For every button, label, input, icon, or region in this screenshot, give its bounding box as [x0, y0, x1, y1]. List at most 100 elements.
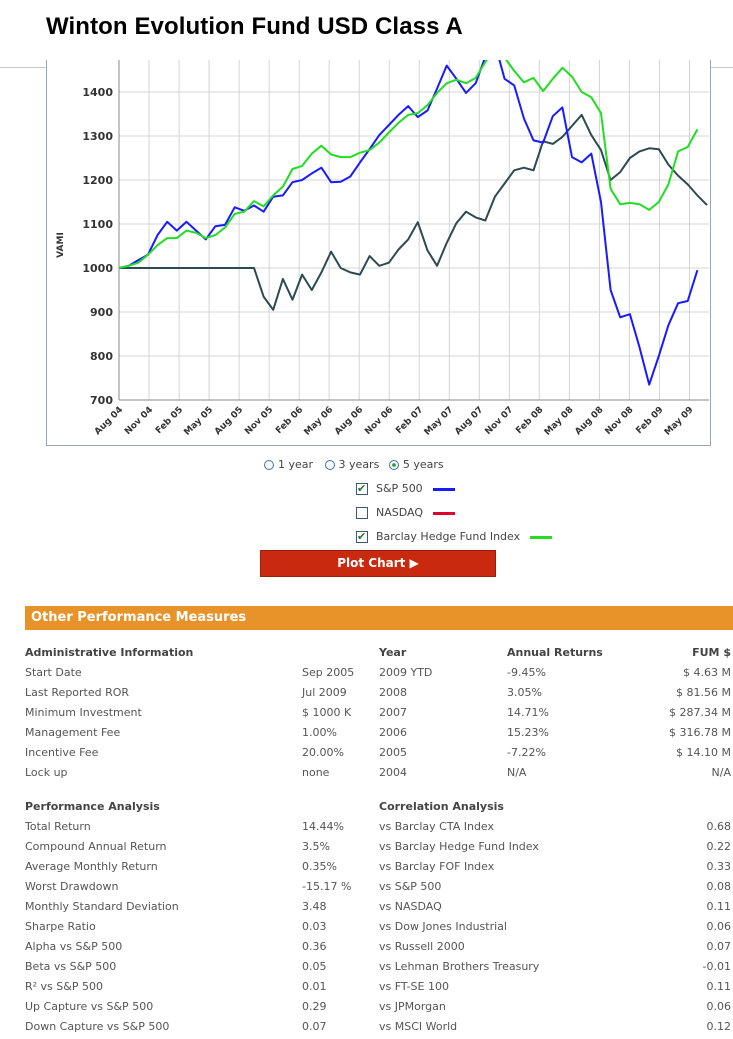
checkbox-checked-icon[interactable] [356, 481, 368, 497]
section-header: Other Performance Measures [25, 606, 733, 630]
radio-icon[interactable] [264, 460, 274, 470]
returns-header: Annual Returns [507, 646, 603, 659]
perf-label: Sharpe Ratio [25, 920, 96, 933]
corr-label: vs Dow Jones Industrial [379, 920, 507, 933]
perf-label: Total Return [25, 820, 91, 833]
year-header: Year [379, 646, 407, 659]
corr-label: vs Barclay FOF Index [379, 860, 495, 873]
legend-sp500[interactable]: S&P 500 [356, 481, 455, 497]
checkbox-checked-icon[interactable] [356, 529, 368, 545]
corr-label: vs MSCI World [379, 1020, 458, 1033]
perf-label: Alpha vs S&P 500 [25, 940, 123, 953]
period-1-year-label: 1 year [278, 458, 314, 471]
checkbox-icon[interactable] [356, 507, 368, 519]
corr-label: vs JPMorgan [379, 1000, 446, 1013]
legend-nasdaq[interactable]: NASDAQ [356, 505, 456, 521]
chart-grid [118, 60, 709, 401]
perf-label: Monthly Standard Deviation [25, 900, 179, 913]
period-selector: 1 year 3 years 5 years [264, 458, 444, 471]
annual-fum: N/A [711, 766, 731, 779]
period-5-years[interactable]: 5 years [388, 458, 444, 471]
perf-header: Performance Analysis [25, 800, 160, 813]
perf-value: 0.05 [302, 960, 327, 973]
corr-value: -0.01 [702, 960, 731, 973]
annual-fum: $ 4.63 M [683, 666, 731, 679]
corr-label: vs Barclay CTA Index [379, 820, 495, 833]
perf-value: 0.36 [302, 940, 327, 953]
corr-value: 0.12 [706, 1020, 732, 1033]
chart-frame: 700 800 900 1000 1100 1200 1300 1400 Aug 04 Nov 0… [46, 60, 711, 446]
perf-value: 0.29 [302, 1000, 327, 1013]
admin-value: 1.00% [302, 726, 337, 739]
corr-value: 0.11 [706, 980, 732, 993]
annual-return: 15.23% [507, 726, 549, 739]
admin-label: Minimum Investment [25, 706, 142, 719]
annual-return: 14.71% [507, 706, 549, 719]
legend-barclay-label: Barclay Hedge Fund Index [376, 530, 521, 543]
perf-value: 0.01 [302, 980, 327, 993]
corr-label: vs NASDAQ [379, 900, 442, 913]
corr-label: vs Russell 2000 [379, 940, 465, 953]
perf-value: 3.5% [302, 840, 330, 853]
chart-series [119, 60, 708, 386]
perf-label: Up Capture vs S&P 500 [25, 1000, 154, 1013]
barclay-swatch [530, 535, 553, 539]
corr-header: Correlation Analysis [379, 800, 504, 813]
perf-label: R² vs S&P 500 [25, 980, 103, 993]
perf-value: 3.48 [302, 900, 327, 913]
annual-year: 2009 YTD [379, 666, 433, 679]
annual-fum: $ 316.78 M [669, 726, 731, 739]
y-tick-label: 1000 [82, 262, 113, 275]
y-tick-label: 1300 [82, 130, 113, 143]
perf-value: 0.07 [302, 1020, 327, 1033]
corr-value: 0.68 [706, 820, 732, 833]
admin-value: Sep 2005 [302, 666, 355, 679]
annual-return: -9.45% [507, 666, 546, 679]
annual-year: 2005 [379, 746, 407, 759]
admin-value: none [302, 766, 330, 779]
admin-value: 20.00% [302, 746, 344, 759]
legend-barclay[interactable]: Barclay Hedge Fund Index [356, 529, 553, 545]
perf-label: Compound Annual Return [25, 840, 167, 853]
corr-label: vs FT-SE 100 [379, 980, 449, 993]
perf-label: Down Capture vs S&P 500 [25, 1020, 170, 1033]
radio-icon[interactable] [324, 460, 335, 470]
corr-value: 0.07 [706, 940, 732, 953]
series-line-1 [119, 60, 699, 386]
annual-fum: $ 287.34 M [669, 706, 731, 719]
nasdaq-swatch [433, 511, 456, 515]
perf-value: -15.17 % [302, 880, 352, 893]
perf-label: Worst Drawdown [25, 880, 119, 893]
period-3-years[interactable]: 3 years [324, 458, 380, 471]
admin-label: Last Reported ROR [25, 686, 130, 699]
corr-value: 0.06 [706, 1000, 732, 1013]
legend-nasdaq-label: NASDAQ [376, 506, 424, 519]
annual-return: -7.22% [507, 746, 546, 759]
corr-label: vs S&P 500 [379, 880, 442, 893]
annual-year: 2006 [379, 726, 407, 739]
annual-year: 2007 [379, 706, 407, 719]
y-tick-label: 800 [90, 350, 113, 363]
fum-header: FUM $ [692, 646, 731, 659]
y-tick-label: 900 [90, 306, 113, 319]
admin-label: Lock up [25, 766, 68, 779]
admin-header: Administrative Information [25, 646, 194, 659]
plot-chart-button[interactable]: Plot Chart ▶ [260, 550, 496, 577]
y-tick-label: 1200 [82, 174, 113, 187]
page-title: Winton Evolution Fund USD Class A [46, 13, 463, 40]
corr-value: 0.33 [706, 860, 732, 873]
period-3-years-label: 3 years [338, 458, 380, 471]
annual-year: 2008 [379, 686, 407, 699]
corr-value: 0.08 [706, 880, 732, 893]
annual-return: N/A [507, 766, 527, 779]
annual-year: 2004 [379, 766, 407, 779]
y-axis-label: VAMI [56, 232, 66, 258]
perf-label: Average Monthly Return [25, 860, 158, 873]
radio-selected-icon[interactable] [388, 460, 399, 470]
admin-value: $ 1000 K [302, 706, 352, 719]
admin-label: Start Date [25, 666, 82, 679]
admin-value: Jul 2009 [302, 686, 347, 699]
admin-label: Incentive Fee [25, 746, 99, 759]
period-1-year[interactable]: 1 year [264, 458, 313, 471]
